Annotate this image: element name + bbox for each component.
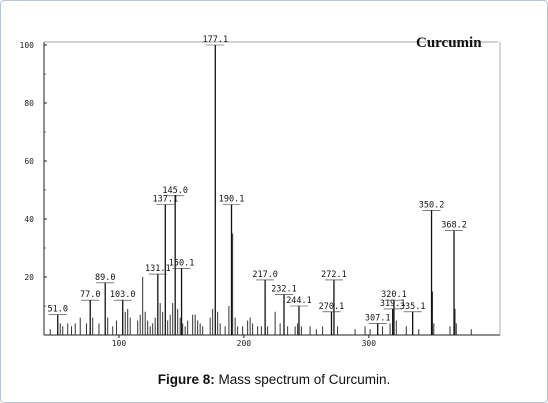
- y-tick-label: 100: [20, 41, 35, 50]
- figure-caption: Figure 8: Mass spectrum of Curcumin.: [0, 372, 548, 387]
- peak-label: 232.1: [271, 284, 297, 294]
- y-tick-label: 40: [24, 215, 34, 224]
- peak-label: 368.2: [441, 221, 467, 231]
- peak-label: 270.1: [319, 302, 345, 312]
- peak-label: 320.1: [381, 290, 407, 300]
- y-tick-label: 80: [24, 99, 34, 108]
- peak-label: 145.0: [162, 186, 188, 196]
- peak-label: 190.1: [219, 195, 245, 205]
- x-tick-label: 100: [112, 339, 127, 348]
- peak-label: 350.2: [419, 200, 445, 210]
- legend-title: Curcumin: [416, 35, 482, 51]
- peak-label: 77.0: [80, 290, 100, 300]
- peak-label: 307.1: [365, 313, 391, 323]
- caption-text: Mass spectrum of Curcumin.: [218, 372, 391, 387]
- peak-label: 51.0: [48, 305, 68, 315]
- peak-label: 137.1: [153, 195, 179, 205]
- peak-label: 177.1: [202, 35, 228, 45]
- peak-label: 150.1: [169, 258, 195, 268]
- peak-label: 89.0: [95, 273, 115, 283]
- peak-label: 103.0: [110, 290, 136, 300]
- x-tick-label: 200: [237, 339, 252, 348]
- x-tick-label: 300: [362, 339, 377, 348]
- caption-label: Figure 8:: [157, 372, 215, 387]
- peak-label: 335.1: [400, 302, 426, 312]
- y-tick-label: 20: [24, 273, 34, 282]
- peak-label: 272.1: [321, 270, 347, 280]
- peak-label: 319.1: [380, 299, 406, 309]
- peak-label: 244.1: [286, 296, 312, 306]
- peak-label: 217.0: [252, 270, 278, 280]
- peak-label: 131.1: [145, 264, 171, 274]
- y-tick-label: 60: [24, 157, 34, 166]
